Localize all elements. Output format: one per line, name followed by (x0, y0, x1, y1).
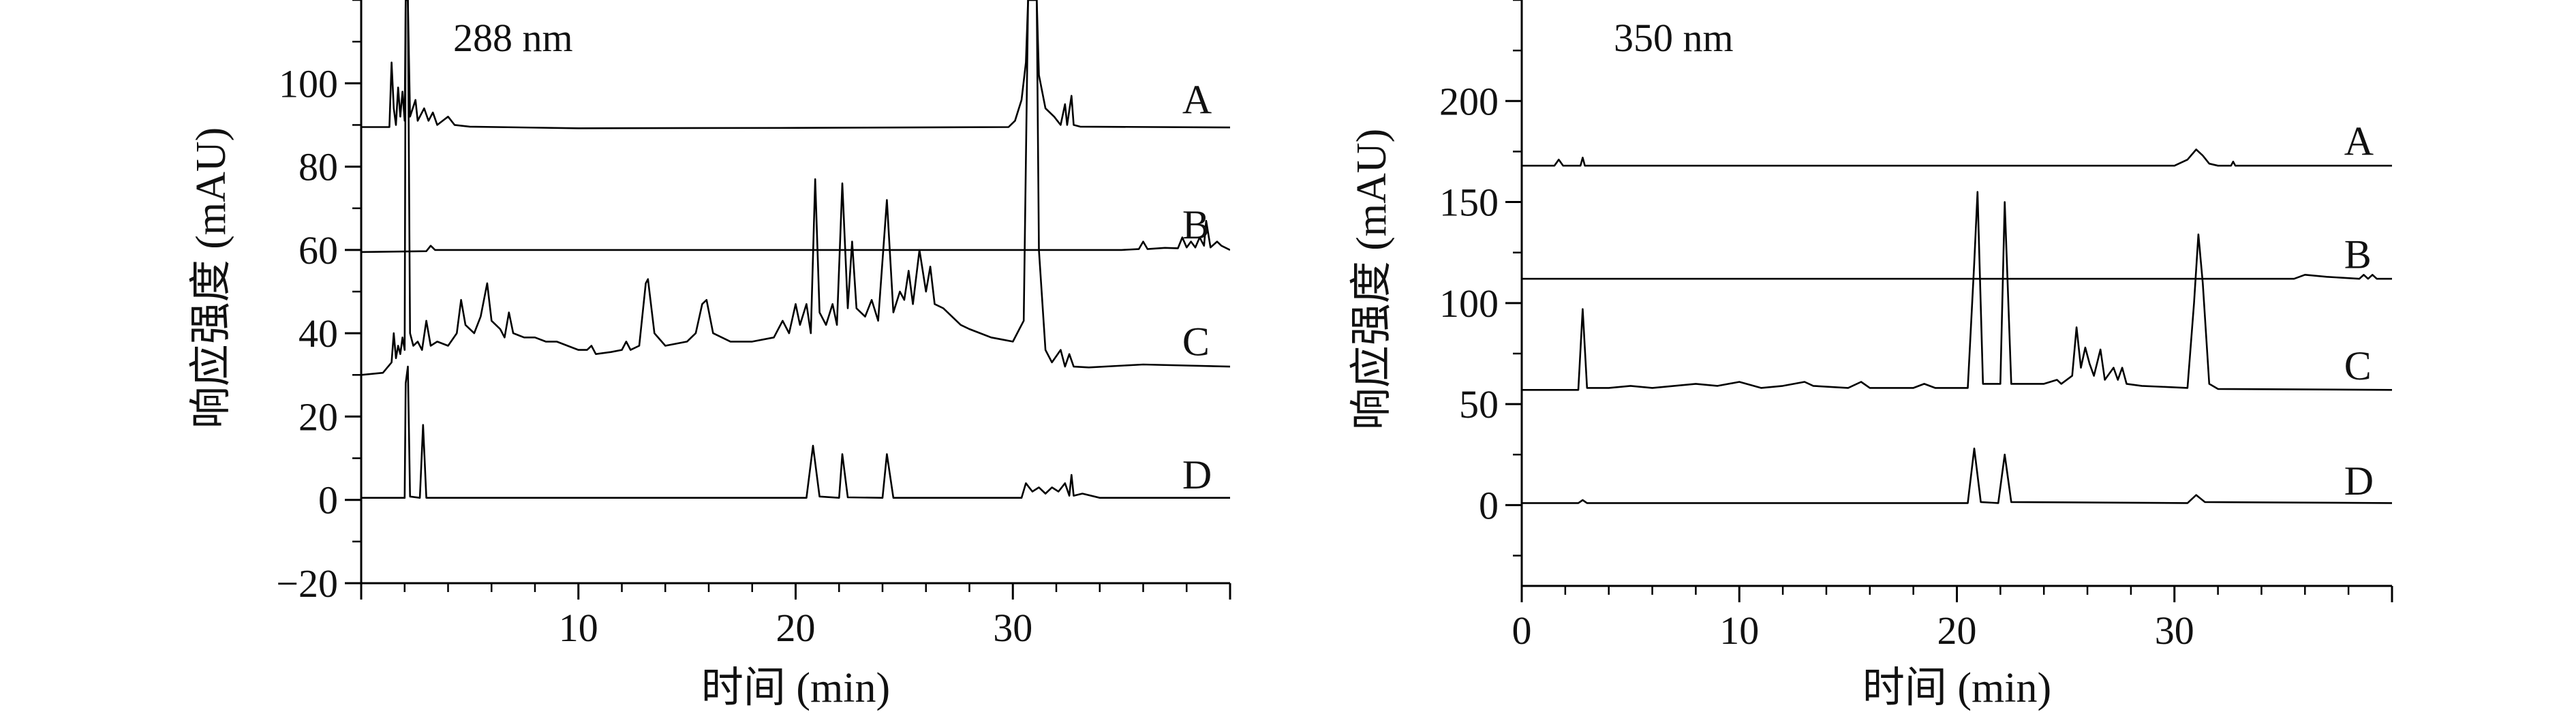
trace-label-C: C (1182, 319, 1210, 364)
x-tick-label: 0 (1512, 608, 1532, 653)
y-axis-title: 响应强度 (mAU) (1349, 129, 1395, 431)
x-tick-label: 10 (559, 606, 598, 650)
trace-C (1522, 191, 2392, 391)
trace-D (361, 365, 1230, 499)
trace-A (361, 0, 1230, 129)
trace-label-D: D (1182, 452, 1212, 497)
y-tick-label: 0 (1479, 483, 1499, 527)
y-tick-label: −20 (276, 561, 338, 606)
trace-C (361, 0, 1230, 376)
y-tick-label: 60 (298, 228, 338, 273)
trace-label-A: A (2344, 119, 2374, 164)
chart-panel-288nm: 10 20 30 −20 0 20 40 60 80 100 时间 (min) 响应强度 (mAU) 2… (188, 0, 1231, 711)
y-tick-label: 200 (1439, 79, 1499, 123)
wavelength-label: 350 nm (1614, 16, 1734, 60)
wavelength-label: 288 nm (453, 16, 573, 60)
y-tick-label: 100 (1439, 281, 1499, 326)
trace-label-B: B (1182, 202, 1210, 247)
y-tick-label: 40 (298, 311, 338, 356)
trace-label-C: C (2344, 343, 2372, 388)
trace-D (1522, 448, 2392, 504)
x-tick-label: 20 (1937, 608, 1977, 653)
x-tick-label: 20 (776, 606, 816, 650)
x-tick-label: 30 (2155, 608, 2194, 653)
x-tick-label: 30 (993, 606, 1032, 650)
y-tick-label: 100 (279, 61, 338, 106)
y-axis-title: 响应强度 (mAU) (188, 127, 234, 429)
y-tick-label: 50 (1459, 382, 1499, 426)
trace-A (1522, 149, 2392, 167)
y-tick-label: 0 (318, 478, 338, 523)
y-tick-label: 150 (1439, 181, 1499, 225)
trace-label-B: B (2344, 232, 2372, 277)
trace-B (361, 219, 1230, 253)
y-tick-label: 20 (298, 394, 338, 439)
trace-label-D: D (2344, 459, 2374, 503)
chart-panel-350nm: 0 10 20 30 0 50 100 150 200 时间 (min) 响应强度 (mAU) 350… (1349, 0, 2393, 711)
x-axis-title: 时间 (min) (1862, 665, 2051, 711)
x-tick-label: 10 (1719, 608, 1759, 653)
x-axis-title: 时间 (min) (701, 665, 890, 711)
trace-label-A: A (1182, 78, 1212, 123)
y-tick-label: 80 (298, 145, 338, 189)
trace-B (1522, 274, 2392, 280)
